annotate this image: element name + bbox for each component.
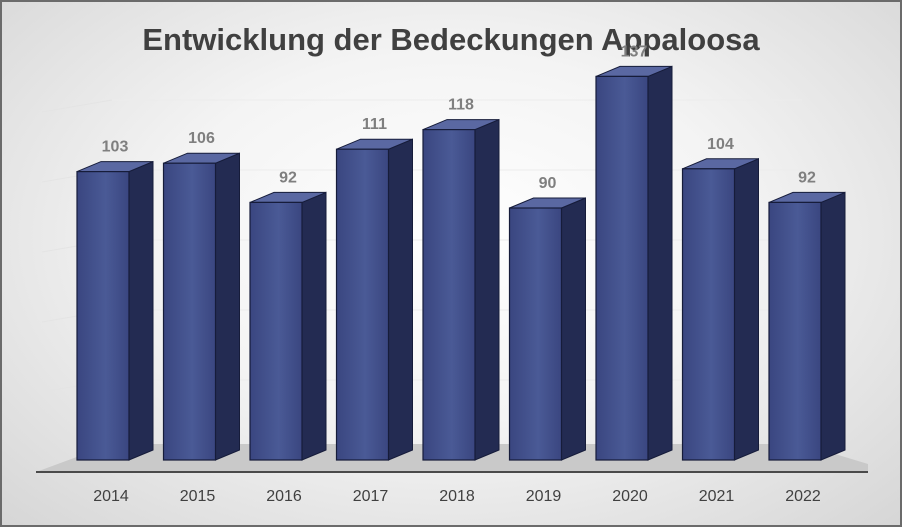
- bar-2018: [422, 118, 500, 461]
- bar-front: [335, 148, 390, 461]
- bar-2017: [335, 138, 413, 461]
- bar-front: [162, 162, 217, 461]
- bar-front: [681, 168, 736, 461]
- bar-2015: [162, 152, 240, 461]
- bar-side: [215, 152, 240, 461]
- data-label-2022: 92: [798, 169, 816, 186]
- bar-2022: [768, 191, 846, 461]
- bar-front: [508, 207, 563, 461]
- bar-2014: [76, 160, 154, 461]
- bar-front: [249, 201, 303, 461]
- bar-side: [734, 158, 759, 461]
- bar-2021: [681, 158, 759, 461]
- chart-title: Entwicklung der Bedeckungen Appaloosa: [142, 22, 760, 57]
- bar-2020: [595, 65, 673, 461]
- data-label-2017: 111: [362, 116, 387, 133]
- bar-side: [820, 191, 846, 461]
- tick-label-2018: 2018: [439, 488, 475, 505]
- bar-2016: [249, 191, 327, 461]
- data-label-2018: 118: [448, 97, 474, 114]
- bar-side: [301, 191, 327, 461]
- bar-side: [128, 160, 154, 461]
- data-label-2016: 92: [279, 169, 297, 186]
- tick-label-2016: 2016: [266, 488, 302, 505]
- bar-front: [422, 128, 476, 461]
- tick-label-2020: 2020: [612, 488, 648, 505]
- data-labels: 103 106 92 111 118 90 137 104 92: [102, 43, 816, 192]
- data-label-2015: 106: [188, 130, 215, 147]
- tick-label-2017: 2017: [353, 488, 389, 505]
- bars: [76, 65, 846, 461]
- tick-label-2019: 2019: [526, 488, 562, 505]
- tick-label-2015: 2015: [180, 488, 216, 505]
- bar-side: [561, 197, 586, 461]
- gridline-side: [41, 99, 113, 113]
- bar-side: [474, 118, 500, 461]
- x-axis-tick-labels: 2014 2015 2016 2017 2018 2019 2020 2021 2022: [93, 488, 821, 505]
- data-label-2020: 137: [621, 43, 648, 60]
- bar-front: [595, 75, 649, 461]
- tick-label-2021: 2021: [699, 488, 735, 505]
- bar-front: [76, 171, 130, 461]
- tick-label-2014: 2014: [93, 488, 129, 505]
- data-label-2021: 104: [707, 136, 734, 153]
- tick-label-2022: 2022: [785, 488, 821, 505]
- bar-side: [388, 138, 413, 461]
- bar-2019: [508, 197, 586, 461]
- data-label-2014: 103: [102, 139, 129, 156]
- bar-side: [647, 65, 673, 461]
- data-label-2019: 90: [539, 175, 557, 192]
- bar-front: [768, 201, 822, 461]
